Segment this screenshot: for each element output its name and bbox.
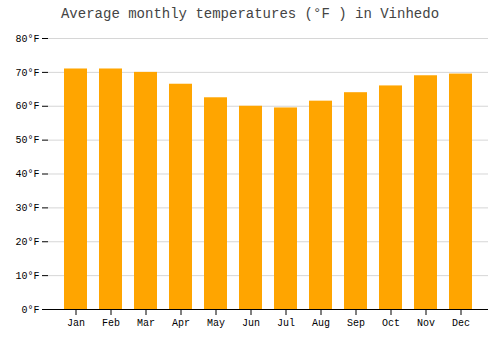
svg-text:40°F: 40°F <box>15 169 39 180</box>
svg-text:Jun: Jun <box>242 318 260 329</box>
svg-text:60°F: 60°F <box>15 101 39 112</box>
svg-text:50°F: 50°F <box>15 135 39 146</box>
svg-text:0°F: 0°F <box>21 305 39 316</box>
svg-text:10°F: 10°F <box>15 271 39 282</box>
svg-text:70°F: 70°F <box>15 68 39 79</box>
html-text:Average monthly temperatures (: Average monthly temperatures (°F ) in Vi… <box>61 6 439 22</box>
svg-text:Dec: Dec <box>452 318 470 329</box>
svg-text:20°F: 20°F <box>15 237 39 248</box>
svg-text:Feb: Feb <box>102 318 120 329</box>
svg-text:30°F: 30°F <box>15 203 39 214</box>
svg-text:May: May <box>207 318 225 329</box>
svg-text:Jul: Jul <box>277 318 295 329</box>
svg-text:Aug: Aug <box>312 318 330 329</box>
svg-text:Mar: Mar <box>137 318 155 329</box>
svg-text:80°F: 80°F <box>15 34 39 45</box>
svg-text:Nov: Nov <box>417 318 435 329</box>
svg-text:Apr: Apr <box>172 318 190 329</box>
svg-text:Oct: Oct <box>382 318 400 329</box>
svg-text:Jan: Jan <box>67 318 85 329</box>
svg-text:Sep: Sep <box>347 318 365 329</box>
